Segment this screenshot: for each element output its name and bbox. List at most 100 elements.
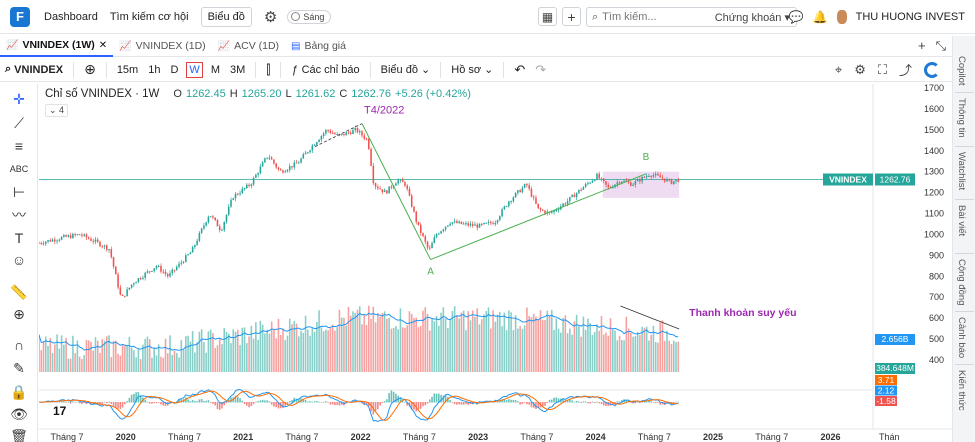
chart-menu[interactable]: Biểu đồ ⌄ — [380, 63, 431, 77]
indicator-collapse-button[interactable]: ⌄ 4 — [45, 104, 69, 117]
volume-bar — [266, 329, 268, 372]
volume-bar — [67, 358, 70, 372]
interval-1h[interactable]: 1h — [148, 63, 161, 76]
add-tab-icon[interactable]: + — [918, 38, 926, 53]
macd-histogram-bar — [297, 399, 300, 403]
pattern-icon[interactable]: ABC — [9, 164, 29, 174]
volume-bar — [485, 311, 488, 372]
volume-bar — [322, 331, 325, 372]
profile-menu[interactable]: Hồ sơ ⌄ — [451, 63, 494, 77]
macd-histogram-bar — [600, 402, 603, 404]
tab-acv-1d[interactable]: 📈 ACV (1D) — [217, 40, 280, 52]
chart-area[interactable]: 1700 1600 1500 1400 1300 1200 1100 1000 900 800 70… — [39, 84, 952, 442]
zoom-icon[interactable]: ⊕ — [13, 305, 25, 322]
trendline-icon[interactable]: ⟋ — [14, 114, 24, 131]
panel-articles[interactable]: Bài viết — [956, 205, 967, 237]
undo-icon[interactable]: ↶ — [514, 61, 526, 77]
settings-icon[interactable]: ⚙ — [854, 61, 866, 77]
parallel-lines-icon[interactable]: ≡ — [14, 138, 24, 154]
crosshair-icon[interactable]: ✛ — [13, 90, 25, 107]
wave-icon[interactable]: 〰 — [12, 207, 26, 223]
candle-type-icon[interactable]: ⫿ — [266, 61, 271, 77]
time-tick-label: Tháng 7 — [285, 432, 318, 442]
panel-watchlist[interactable]: Watchlist — [956, 152, 967, 191]
text-icon[interactable]: T — [14, 230, 24, 246]
volume-bar — [505, 330, 508, 372]
volume-bar — [566, 333, 569, 372]
bell-icon[interactable]: 🔔 — [812, 10, 828, 24]
theme-toggle[interactable]: Sáng — [287, 9, 332, 24]
volume-bar — [512, 330, 515, 372]
add-icon[interactable]: + — [562, 7, 581, 26]
lock-icon[interactable]: 🔒 — [10, 383, 28, 400]
measure-icon[interactable]: ⊢ — [12, 183, 26, 200]
macd-histogram-bar — [654, 402, 657, 403]
macd-histogram-bar — [442, 395, 445, 403]
price-chart[interactable]: 1700 1600 1500 1400 1300 1200 1100 1000 900 800 70… — [39, 84, 952, 442]
volume-bar — [180, 340, 183, 372]
layout-grid-icon[interactable]: ▦ — [538, 7, 557, 26]
tab-vnindex-1d[interactable]: 📈 VNINDEX (1D) — [119, 40, 206, 52]
candle-body — [666, 179, 668, 182]
panel-alerts[interactable]: Cảnh báo — [956, 317, 967, 359]
candle-body — [636, 179, 639, 182]
candle-body — [575, 193, 578, 198]
collapse-icon[interactable]: ⤡ — [935, 38, 946, 53]
top-navigation: F Dashboard Tìm kiếm cơ hội Biểu đồ ⚙ Sá… — [0, 0, 975, 34]
candle-body — [133, 283, 135, 285]
macd-histogram-bar — [485, 400, 488, 403]
candle-body — [426, 241, 429, 248]
candle-body — [286, 169, 289, 172]
eye-icon[interactable]: 👁 — [10, 405, 28, 422]
trash-icon[interactable]: 🗑 — [10, 427, 28, 442]
panel-info[interactable]: Thông tin — [956, 98, 967, 138]
tab-vnindex-1w[interactable]: 📈 VNINDEX (1W) ✕ — [0, 36, 114, 57]
nav-dashboard[interactable]: Dashboard — [44, 10, 98, 23]
chat-icon[interactable]: 💬 — [788, 10, 804, 24]
volume-bar — [431, 318, 433, 372]
avatar[interactable] — [836, 10, 847, 24]
copilot-logo-icon[interactable] — [924, 61, 940, 78]
pencil-lock-icon[interactable]: ✎ — [13, 359, 25, 376]
interval-m[interactable]: M — [210, 63, 220, 76]
emoji-icon[interactable]: ☺ — [11, 252, 27, 268]
search-scope-select[interactable]: Chứng khoán ▾ — [714, 11, 790, 24]
volume-bar — [130, 347, 133, 372]
indicators-button[interactable]: ƒ Các chỉ báo — [291, 63, 360, 76]
volume-bar — [47, 345, 49, 372]
add-symbol-icon[interactable]: ⊕ — [84, 61, 96, 77]
nav-find-opportunity[interactable]: Tìm kiếm cơ hội — [109, 10, 189, 23]
candle-body — [87, 237, 90, 239]
volume-bar — [636, 331, 639, 372]
panel-copilot[interactable]: Copilot — [956, 56, 967, 86]
candle-body — [621, 181, 623, 183]
candle-body — [474, 224, 476, 226]
candle-body — [304, 152, 307, 155]
close-icon[interactable]: ✕ — [98, 39, 108, 51]
nav-chart-button[interactable]: Biểu đồ — [200, 6, 252, 27]
interval-d[interactable]: D — [170, 63, 179, 76]
peak-annotation: T4/2022 — [364, 105, 404, 117]
app-logo[interactable]: F — [10, 6, 30, 27]
panel-knowledge[interactable]: Kiến thức — [956, 370, 967, 411]
alert-icon[interactable]: ⌖ — [834, 61, 843, 77]
volume-tag: 384.648M — [876, 363, 914, 373]
interval-3m[interactable]: 3M — [229, 63, 246, 76]
candle-body — [200, 228, 203, 233]
volume-bar — [334, 330, 336, 372]
search-input[interactable]: ⌕ Tìm kiếm... Chứng khoán ▾ — [586, 7, 797, 27]
symbol-search[interactable]: ⌕ VNINDEX — [5, 63, 64, 76]
user-name[interactable]: THU HUONG INVEST — [855, 11, 965, 23]
gear-icon[interactable]: ⚙ — [263, 8, 278, 26]
interval-15m[interactable]: 15m — [116, 63, 139, 76]
interval-w[interactable]: W — [186, 61, 203, 78]
magnet-icon[interactable]: ∩ — [13, 337, 25, 353]
tab-price-board[interactable]: ▤ Bảng giá — [291, 40, 346, 52]
share-icon[interactable]: ⤴ — [898, 63, 912, 78]
fullscreen-icon[interactable]: ⛶ — [877, 61, 887, 77]
panel-community[interactable]: Cộng đồng — [956, 259, 967, 306]
macd-histogram-bar — [571, 400, 573, 403]
redo-icon[interactable]: ↷ — [535, 61, 547, 77]
ruler-icon[interactable]: 📏 — [10, 283, 28, 300]
